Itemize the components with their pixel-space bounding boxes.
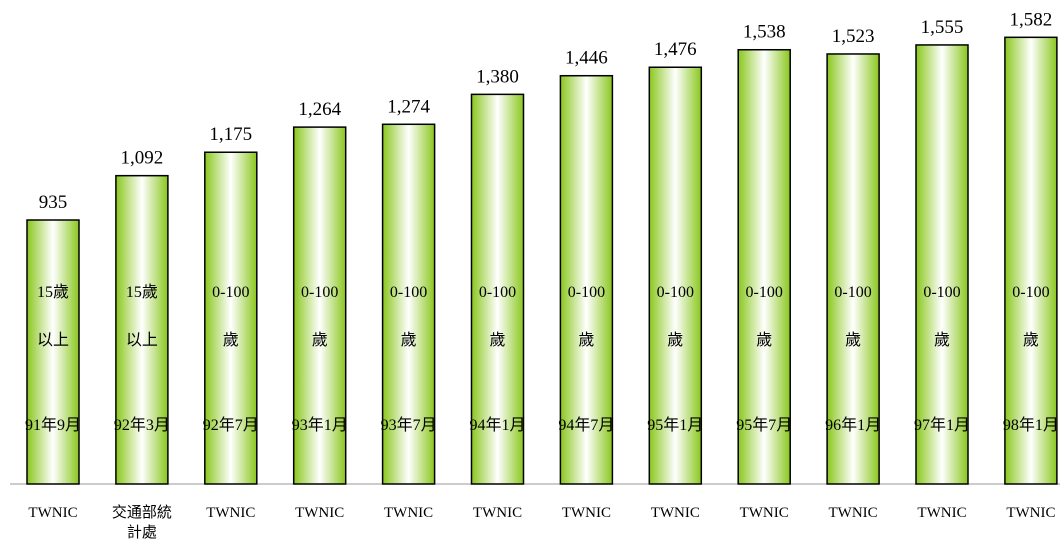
bar-value-label: 1,538: [743, 22, 786, 43]
source-label: TWNIC: [917, 505, 966, 521]
bar-date-label: 95年1月: [647, 416, 703, 434]
bar: [648, 66, 703, 485]
bar-date-label: 92年7月: [203, 416, 259, 434]
bar-group: 1,476 0-100 歲 95年1月 TWNIC: [647, 39, 703, 521]
source-label: TWNIC: [651, 505, 700, 521]
bar-age-range-label: 0-100: [568, 284, 605, 301]
bar-date-label: 94年7月: [558, 416, 614, 434]
bar-age-range-label: 歲: [489, 331, 505, 349]
bar-age-range-label: 歲: [223, 331, 239, 349]
bar-group: 1,175 0-100 歲 92年7月 TWNIC: [203, 124, 259, 521]
bar-age-range-label: 0-100: [301, 284, 338, 301]
bar-date-label: 94年1月: [469, 416, 525, 434]
source-label: 交通部統: [112, 503, 172, 521]
source-label: TWNIC: [206, 505, 255, 521]
source-label: TWNIC: [1006, 505, 1055, 521]
bar-group: 1,274 0-100 歲 93年7月 TWNIC: [381, 96, 437, 521]
bar-age-range-label: 歲: [401, 331, 417, 349]
source-label: TWNIC: [384, 505, 433, 521]
bar-value-label: 1,446: [565, 48, 608, 69]
bar-age-range-label: 歲: [845, 331, 861, 349]
bar-age-range-label: 歲: [934, 331, 950, 349]
bar-group: 1,538 0-100 歲 95年7月 TWNIC: [736, 22, 792, 521]
bar-age-range-label: 歲: [312, 331, 328, 349]
bar-value-label: 1,523: [832, 26, 875, 47]
bar: [915, 44, 969, 485]
bar: [204, 151, 258, 485]
source-label: TWNIC: [295, 505, 344, 521]
source-label: TWNIC: [28, 505, 77, 521]
bar-age-range-label: 0-100: [746, 284, 783, 301]
bar-group: 1,446 0-100 歲 94年7月 TWNIC: [558, 48, 614, 521]
bar-group: 1,264 0-100 歲 93年1月 TWNIC: [292, 99, 348, 521]
bar: [737, 48, 791, 485]
bar-date-label: 96年1月: [825, 416, 881, 434]
bar-age-range-label: 0-100: [834, 284, 871, 301]
bar: [26, 219, 80, 485]
bar-age-range-label: 0-100: [657, 284, 694, 301]
bar-age-range-label: 0-100: [479, 284, 516, 301]
source-label: TWNIC: [740, 505, 789, 521]
bar-value-label: 1,380: [476, 66, 519, 87]
bar-value-label: 1,274: [387, 96, 430, 117]
bar-age-range-label: 0-100: [390, 284, 427, 301]
bar-group: 1,582 0-100 歲 98年1月 TWNIC: [1003, 9, 1059, 521]
bar-group: 1,380 0-100 歲 94年1月 TWNIC: [469, 66, 525, 521]
bar-date-label: 95年7月: [736, 416, 792, 434]
bar-age-range-label: 0-100: [212, 284, 249, 301]
bar-age-range-label: 以上: [37, 331, 69, 349]
bar-age-range-label: 0-100: [1012, 284, 1049, 301]
bar-date-label: 91年9月: [25, 416, 81, 434]
bar: [470, 93, 525, 485]
source-label: TWNIC: [829, 505, 878, 521]
bar-age-range-label: 歲: [756, 331, 772, 349]
bar-age-range-label: 歲: [667, 331, 683, 349]
bar-value-label: 1,264: [298, 99, 341, 120]
bar-age-range-label: 歲: [578, 331, 594, 349]
bar-value-label: 1,175: [209, 124, 252, 145]
bar-date-label: 92年3月: [114, 416, 170, 434]
bar-date-label: 93年1月: [292, 416, 348, 434]
bar-value-label: 1,476: [654, 39, 697, 60]
source-label: TWNIC: [562, 505, 611, 521]
bar: [292, 126, 347, 485]
bars-layer: 93515歲以上91年9月TWNIC1,09215歲以上92年3月交通部統計處1…: [25, 9, 1059, 541]
bar-age-range-label: 以上: [126, 331, 158, 349]
bar-date-label: 97年1月: [914, 416, 970, 434]
bar: [115, 174, 169, 485]
bar-value-label: 935: [39, 192, 68, 213]
bar: [826, 53, 880, 485]
bar-group: 1,523 0-100 歲 96年1月 TWNIC: [825, 26, 881, 521]
source-label: 計處: [127, 524, 157, 541]
bar-date-label: 98年1月: [1003, 416, 1059, 434]
bar-age-range-label: 0-100: [923, 284, 960, 301]
bar-group: 1,555 0-100 歲 97年1月 TWNIC: [914, 17, 970, 521]
bar-value-label: 1,092: [121, 148, 164, 169]
bar-age-range-label: 15歲: [126, 283, 158, 301]
bar: [559, 74, 614, 485]
bar-value-label: 1,555: [921, 17, 964, 38]
bar-age-range-label: 15歲: [37, 283, 69, 301]
bar-value-label: 1,582: [1010, 9, 1053, 30]
bar-date-label: 93年7月: [381, 416, 437, 434]
bar-age-range-label: 歲: [1023, 331, 1039, 349]
bar: [381, 123, 436, 485]
source-label: TWNIC: [473, 505, 522, 521]
bar: [1004, 36, 1058, 485]
